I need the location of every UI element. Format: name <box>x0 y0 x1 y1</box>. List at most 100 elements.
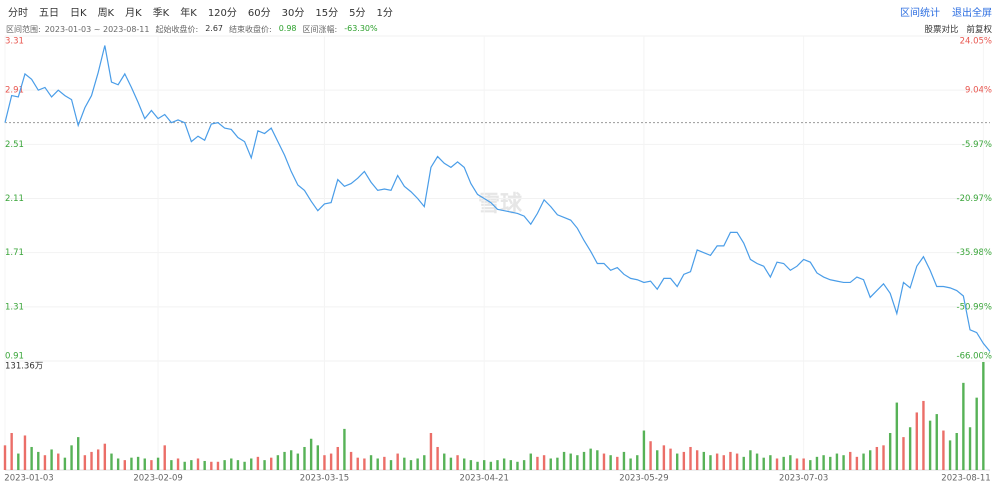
volume-bar <box>210 461 213 470</box>
volume-bar <box>289 450 293 470</box>
volume-bar <box>443 453 446 470</box>
period-tab[interactable]: 五日 <box>39 7 59 19</box>
volume-bar <box>622 451 626 470</box>
volume-bar <box>463 458 466 470</box>
volume-bar <box>616 456 619 470</box>
volume-bar <box>343 428 346 470</box>
y-tick-label: 2.51 <box>5 140 24 150</box>
volume-bar <box>795 458 799 470</box>
volume-bar <box>935 414 938 470</box>
volume-bar <box>116 458 120 470</box>
volume-bar <box>762 457 765 470</box>
volume-bar <box>23 435 27 470</box>
volume-bar <box>336 446 339 470</box>
volume-bar <box>236 460 240 470</box>
volume-bar <box>722 455 725 470</box>
tool-button[interactable]: 退出全屏 <box>952 7 992 19</box>
volume-bar <box>270 457 273 470</box>
volume-bar <box>928 420 932 470</box>
y-tick-label: 1.71 <box>5 248 24 258</box>
period-tab[interactable]: 5分 <box>349 7 366 19</box>
period-tab[interactable]: 1分 <box>376 7 393 19</box>
volume-bar <box>849 451 852 470</box>
period-tab[interactable]: 120分 <box>207 7 237 19</box>
volume-bar <box>316 445 320 470</box>
period-tab[interactable]: 月K <box>125 7 142 19</box>
option[interactable]: 股票对比 <box>924 25 959 35</box>
volume-bar <box>862 453 865 470</box>
volume-bar <box>576 455 579 470</box>
volume-bar <box>136 456 140 470</box>
period-tab[interactable]: 周K <box>97 7 115 19</box>
volume-bar <box>243 461 246 470</box>
x-tick-label: 2023-04-21 <box>459 474 508 484</box>
volume-bar <box>123 460 126 470</box>
volume-bar <box>922 400 925 470</box>
volume-bar <box>842 455 845 470</box>
tool-button[interactable]: 区间统计 <box>900 7 940 19</box>
volume-bar <box>869 450 872 470</box>
volume-bar <box>649 441 652 470</box>
volume-bar <box>809 460 812 470</box>
volume-bar <box>143 458 146 470</box>
volume-bar <box>403 457 406 470</box>
volume-bar <box>303 446 306 470</box>
volume-bar <box>948 440 952 470</box>
volume-bar <box>835 453 839 470</box>
y-tick-label: 2.91 <box>5 86 24 96</box>
period-tab[interactable]: 15分 <box>315 7 339 19</box>
volume-bar <box>309 438 313 470</box>
volume-bar <box>815 456 819 470</box>
volume-bar <box>822 455 825 470</box>
period-tab[interactable]: 30分 <box>281 7 305 19</box>
volume-bar <box>609 455 612 470</box>
volume-bar <box>596 450 599 470</box>
y2-tick-label: -35.98% <box>957 248 992 258</box>
volume-bar <box>150 460 153 470</box>
volume-bar <box>90 451 93 470</box>
volume-bar <box>636 455 639 470</box>
volume-bar <box>782 456 785 470</box>
volume-bar <box>882 445 885 470</box>
volume-bar <box>502 458 506 470</box>
volume-bar <box>263 460 266 470</box>
volume-bar <box>363 458 366 470</box>
y-tick-label: 2.11 <box>5 194 24 204</box>
volume-bar <box>709 455 712 470</box>
volume-bar <box>802 458 805 470</box>
volume-bar <box>376 458 379 470</box>
volume-bar <box>436 446 439 470</box>
period-tab[interactable]: 60分 <box>247 7 271 19</box>
volume-bar <box>942 430 945 470</box>
volume-bar <box>735 453 739 470</box>
volume-bar <box>449 457 453 470</box>
volume-bar <box>296 453 300 470</box>
volume-bar <box>829 456 832 470</box>
price-line <box>4 45 991 352</box>
volume-bar <box>715 453 719 470</box>
volume-bar <box>77 437 80 470</box>
volume-bar <box>496 460 499 470</box>
stat-label: 区间涨幅: <box>302 24 338 34</box>
volume-bar <box>37 451 40 470</box>
volume-bar <box>416 458 419 470</box>
y2-tick-label: -50.99% <box>957 302 992 312</box>
volume-bar <box>176 458 180 470</box>
volume-bar <box>489 461 493 470</box>
volume-bar <box>17 453 20 470</box>
range-label: 区间范围: <box>6 24 41 34</box>
volume-bar <box>476 461 479 470</box>
period-tab[interactable]: 年K <box>180 7 197 19</box>
volume-bar <box>183 461 186 470</box>
y2-tick-label: -5.97% <box>962 140 992 150</box>
period-tab[interactable]: 分时 <box>8 7 28 19</box>
option[interactable]: 前复权 <box>966 25 992 35</box>
period-tab[interactable]: 季K <box>152 7 170 19</box>
volume-bar <box>915 412 918 470</box>
volume-bar <box>789 455 792 470</box>
volume-bar <box>409 460 413 470</box>
volume-bar <box>223 460 226 470</box>
volume-bar <box>203 460 206 470</box>
period-tab[interactable]: 日K <box>70 7 87 19</box>
